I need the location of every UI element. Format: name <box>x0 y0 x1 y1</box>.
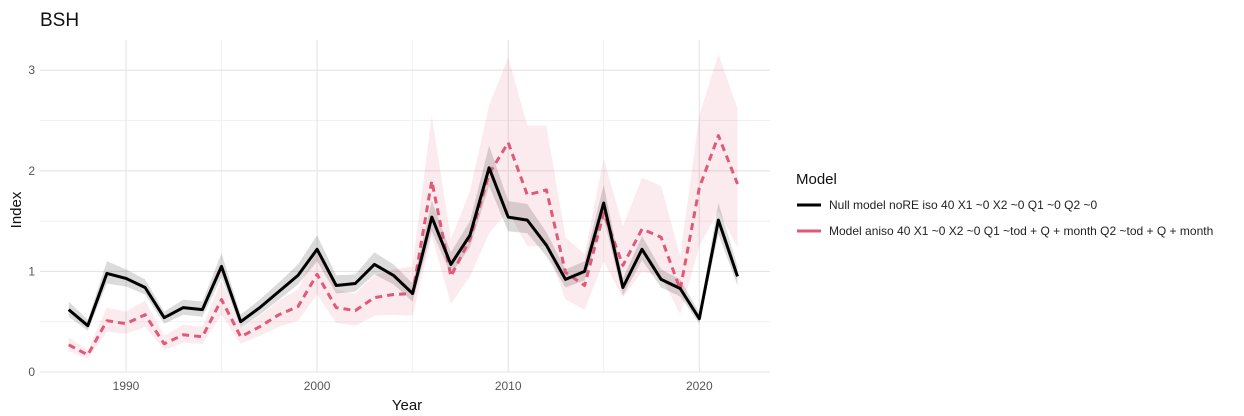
x-axis-title: Year <box>392 397 422 414</box>
legend-label-null-model: Null model noRE iso 40 X1 ~0 X2 ~0 Q1 ~0… <box>829 198 1097 212</box>
minor-gridlines <box>40 40 770 372</box>
y-tick-labels: 0 1 2 3 <box>28 63 35 379</box>
series-lines <box>67 134 739 357</box>
y-tick-label: 1 <box>28 264 35 278</box>
x-tick-label: 2020 <box>686 379 713 393</box>
confidence-bands <box>68 54 738 359</box>
y-tick-label: 0 <box>28 365 35 379</box>
x-tick-label: 2000 <box>304 379 331 393</box>
x-tick-label: 2010 <box>495 379 522 393</box>
x-tick-labels: 1990 2000 2010 2020 <box>113 379 713 393</box>
chart-title: BSH <box>40 10 79 31</box>
aniso-model-band <box>68 54 738 359</box>
legend: Model Null model noRE iso 40 X1 ~0 X2 ~0… <box>796 171 1213 238</box>
legend-title: Model <box>796 171 837 188</box>
null-model-band <box>68 145 738 331</box>
y-tick-label: 2 <box>28 164 35 178</box>
legend-label-aniso-model: Model aniso 40 X1 ~0 X2 ~0 Q1 ~tod + Q +… <box>829 224 1213 238</box>
y-axis-title: Index <box>8 191 25 228</box>
x-tick-label: 1990 <box>113 379 140 393</box>
aniso-model-line <box>67 134 739 357</box>
null-model-line <box>67 166 739 328</box>
y-tick-label: 3 <box>28 63 35 77</box>
